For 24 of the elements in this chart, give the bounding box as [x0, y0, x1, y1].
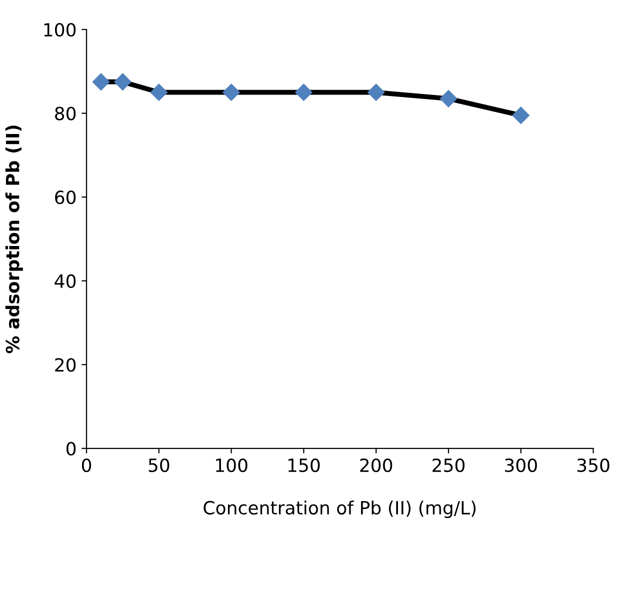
y-tick-label: 40: [54, 274, 76, 288]
point: [222, 84, 240, 101]
x-tick-label: 300: [505, 458, 537, 472]
y-tick-label: 80: [55, 106, 76, 120]
x-axis-title: Concentration of Pb (II) (mg/L): [204, 500, 476, 518]
y-tick-label: 100: [44, 22, 76, 37]
x-tick-label: 350: [577, 458, 610, 472]
x-tick-label: 100: [216, 458, 248, 472]
point: [512, 106, 530, 124]
x-tick-label: 200: [360, 458, 392, 472]
point: [368, 84, 385, 101]
y-tick-label: 0: [66, 442, 76, 456]
y-tick-label: 60: [55, 190, 76, 204]
point: [114, 73, 132, 90]
point: [440, 90, 458, 108]
point: [92, 73, 110, 90]
x-tick-label: 150: [288, 458, 320, 472]
y-tick-label: 20: [55, 358, 76, 372]
x-tick-label: 250: [432, 458, 465, 472]
y-axis-title: % adsorption of Pb (II): [5, 126, 23, 354]
point: [150, 84, 168, 101]
x-tick-label: 50: [148, 458, 170, 472]
x-tick-label: 0: [82, 458, 92, 472]
point: [295, 84, 312, 101]
